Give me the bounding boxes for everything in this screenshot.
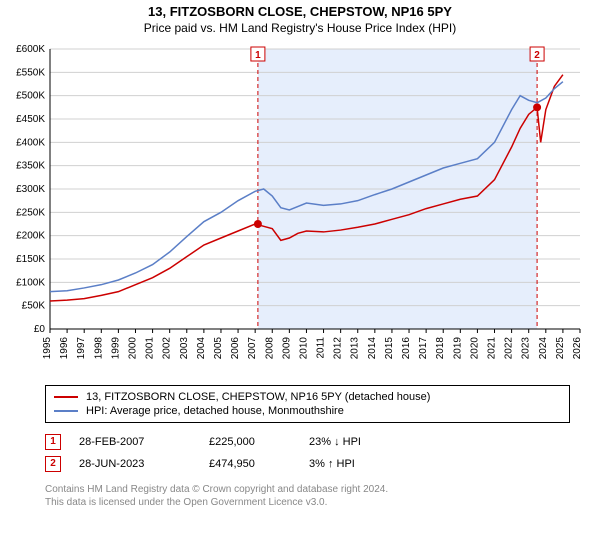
svg-text:2009: 2009 — [281, 337, 292, 360]
svg-text:2019: 2019 — [452, 337, 463, 360]
svg-text:1998: 1998 — [93, 337, 104, 360]
svg-text:2016: 2016 — [401, 337, 412, 360]
svg-text:2013: 2013 — [350, 337, 361, 360]
svg-text:2006: 2006 — [230, 337, 241, 360]
svg-text:£150K: £150K — [16, 254, 45, 265]
svg-text:2001: 2001 — [145, 337, 156, 360]
svg-text:1995: 1995 — [42, 337, 53, 360]
svg-text:2024: 2024 — [538, 337, 549, 360]
legend-item-hpi: HPI: Average price, detached house, Monm… — [54, 404, 561, 418]
legend-swatch-property — [54, 396, 78, 398]
svg-text:2017: 2017 — [418, 337, 429, 360]
svg-text:£50K: £50K — [22, 301, 46, 312]
marker-table: 1 28-FEB-2007 £225,000 23% ↓ HPI 2 28-JU… — [45, 431, 570, 475]
svg-text:1999: 1999 — [110, 337, 121, 360]
svg-text:2000: 2000 — [127, 337, 138, 360]
marker-row-1: 1 28-FEB-2007 £225,000 23% ↓ HPI — [45, 431, 570, 453]
svg-text:2007: 2007 — [247, 337, 258, 360]
svg-text:2: 2 — [534, 50, 540, 61]
price-chart: £0 £50K £100K £150K £200K £250K £300K £350K £400… — [0, 39, 600, 379]
legend-item-property: 13, FITZOSBORN CLOSE, CHEPSTOW, NP16 5PY… — [54, 390, 561, 404]
svg-text:£250K: £250K — [16, 207, 45, 218]
marker-badge-2: 2 — [45, 456, 61, 472]
legend: 13, FITZOSBORN CLOSE, CHEPSTOW, NP16 5PY… — [45, 385, 570, 423]
svg-text:£0: £0 — [34, 324, 46, 335]
chart-container: 13, FITZOSBORN CLOSE, CHEPSTOW, NP16 5PY… — [0, 0, 600, 560]
svg-text:2021: 2021 — [487, 337, 498, 360]
marker-badge-1: 1 — [45, 434, 61, 450]
svg-text:2020: 2020 — [469, 337, 480, 360]
footer-line-2: This data is licensed under the Open Gov… — [45, 496, 570, 509]
footer: Contains HM Land Registry data © Crown c… — [45, 483, 570, 509]
legend-label-hpi: HPI: Average price, detached house, Monm… — [86, 405, 344, 417]
svg-text:2010: 2010 — [298, 337, 309, 360]
legend-label-property: 13, FITZOSBORN CLOSE, CHEPSTOW, NP16 5PY… — [86, 391, 430, 403]
svg-text:2018: 2018 — [435, 337, 446, 360]
chart-subtitle: Price paid vs. HM Land Registry's House … — [0, 19, 600, 39]
marker-delta-2: 3% ↑ HPI — [309, 458, 409, 470]
marker-delta-1: 23% ↓ HPI — [309, 436, 409, 448]
svg-text:2012: 2012 — [333, 337, 344, 360]
marker-row-2: 2 28-JUN-2023 £474,950 3% ↑ HPI — [45, 453, 570, 475]
legend-swatch-hpi — [54, 410, 78, 412]
svg-text:2004: 2004 — [196, 337, 207, 360]
marker-price-1: £225,000 — [209, 436, 309, 448]
svg-text:£300K: £300K — [16, 184, 45, 195]
svg-text:£400K: £400K — [16, 137, 45, 148]
svg-text:2023: 2023 — [521, 337, 532, 360]
footer-line-1: Contains HM Land Registry data © Crown c… — [45, 483, 570, 496]
svg-text:2015: 2015 — [384, 337, 395, 360]
svg-text:£450K: £450K — [16, 114, 45, 125]
marker-date-1: 28-FEB-2007 — [79, 436, 209, 448]
svg-text:£350K: £350K — [16, 161, 45, 172]
svg-text:2011: 2011 — [316, 337, 327, 359]
svg-text:2003: 2003 — [179, 337, 190, 360]
svg-text:1997: 1997 — [76, 337, 87, 360]
svg-text:£600K: £600K — [16, 44, 45, 55]
svg-text:£200K: £200K — [16, 231, 45, 242]
marker-date-2: 28-JUN-2023 — [79, 458, 209, 470]
svg-text:2026: 2026 — [572, 337, 583, 360]
svg-text:2025: 2025 — [555, 337, 566, 360]
svg-text:2008: 2008 — [264, 337, 275, 360]
chart-title: 13, FITZOSBORN CLOSE, CHEPSTOW, NP16 5PY — [0, 0, 600, 19]
svg-text:£100K: £100K — [16, 277, 45, 288]
svg-text:£500K: £500K — [16, 91, 45, 102]
svg-text:2022: 2022 — [504, 337, 515, 360]
svg-text:2014: 2014 — [367, 337, 378, 360]
marker-price-2: £474,950 — [209, 458, 309, 470]
svg-text:1996: 1996 — [59, 337, 70, 360]
svg-text:2002: 2002 — [162, 337, 173, 360]
svg-text:2005: 2005 — [213, 337, 224, 360]
svg-text:£550K: £550K — [16, 67, 45, 78]
svg-text:1: 1 — [255, 50, 261, 61]
